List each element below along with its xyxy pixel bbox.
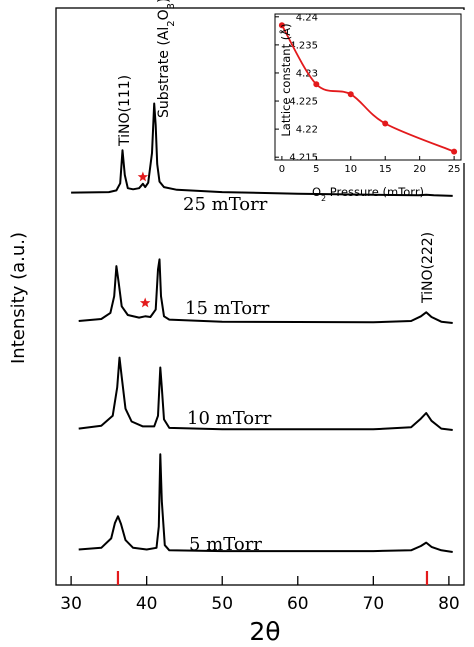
series-line-25-mtorr bbox=[71, 102, 453, 197]
inset-lattice-chart: 0 5 10 15 20 25 4.215 4.22 4.225 4.23 4.235 4.24 La… bbox=[272, 10, 465, 203]
inset-x-tick-label: 20 bbox=[413, 164, 426, 175]
main-plot-border bbox=[55, 7, 465, 586]
peak-label-tino222: TiNO(222) bbox=[420, 232, 436, 304]
inset-x-tick-label: 10 bbox=[344, 164, 357, 175]
peak-label-tino111: TiNO(111) bbox=[117, 75, 133, 147]
inset-border bbox=[274, 13, 462, 161]
inset-y-tick-label: 4.22 bbox=[296, 125, 318, 136]
trace-label-5mtorr: 5 mTorr bbox=[189, 534, 262, 555]
inset-x-tick-label: 15 bbox=[379, 164, 392, 175]
inset-x-axis-title: O2 Pressure (mTorr) bbox=[312, 185, 424, 203]
inset-x-tick-label: 5 bbox=[313, 164, 319, 175]
reference-marks bbox=[116, 571, 429, 585]
inset-y-tick-label: 4.225 bbox=[289, 97, 318, 108]
x-tick-label: 40 bbox=[136, 594, 158, 614]
inset-ticks: 0 5 10 15 20 25 4.215 4.22 4.225 4.23 4.235 4.24 bbox=[275, 12, 460, 175]
x-tick-label: 70 bbox=[363, 594, 385, 614]
inset-y-axis-title: Lattice constant (Å) bbox=[278, 23, 293, 136]
inset-data bbox=[278, 22, 458, 155]
y-axis-title: Intensity (a.u.) bbox=[8, 232, 29, 364]
inset-data-point bbox=[451, 148, 458, 155]
x-tick-label: 30 bbox=[60, 594, 82, 614]
inset-y-tick-label: 4.23 bbox=[296, 68, 318, 79]
inset-data-point bbox=[313, 81, 320, 88]
trace-label-10mtorr: 10 mTorr bbox=[187, 408, 272, 429]
series-line-5-mtorr bbox=[78, 453, 453, 553]
inset-axes bbox=[274, 13, 462, 161]
inset-data-point bbox=[347, 91, 354, 98]
inset-data-point bbox=[278, 22, 285, 29]
inset-y-tick-label: 4.235 bbox=[289, 40, 318, 51]
inset-y-tick-label: 4.24 bbox=[296, 12, 318, 23]
star-markers bbox=[137, 171, 151, 308]
star-marker bbox=[139, 297, 151, 308]
x-tick-label: 50 bbox=[211, 594, 233, 614]
trace-label-25mtorr: 25 mTorr bbox=[183, 194, 268, 215]
main-x-ticks: 30 40 50 60 70 80 bbox=[60, 576, 460, 614]
inset-y-tick-label: 4.215 bbox=[289, 153, 318, 164]
inset-x-tick-label: 0 bbox=[279, 164, 285, 175]
peak-label-substrate: Substrate (Al2O3) bbox=[156, 0, 177, 118]
star-marker bbox=[137, 171, 149, 182]
x-tick-label: 60 bbox=[287, 594, 309, 614]
inset-x-tick-label: 25 bbox=[448, 164, 461, 175]
inset-data-point bbox=[382, 120, 389, 127]
series-line-15-mtorr bbox=[78, 258, 453, 324]
main-plot-frame bbox=[55, 7, 465, 586]
x-tick-label: 80 bbox=[438, 594, 460, 614]
xrd-traces bbox=[71, 102, 453, 553]
trace-label-15mtorr: 15 mTorr bbox=[185, 298, 270, 319]
series-line-10-mtorr bbox=[78, 356, 453, 431]
x-axis-title: 2θ bbox=[249, 617, 280, 646]
